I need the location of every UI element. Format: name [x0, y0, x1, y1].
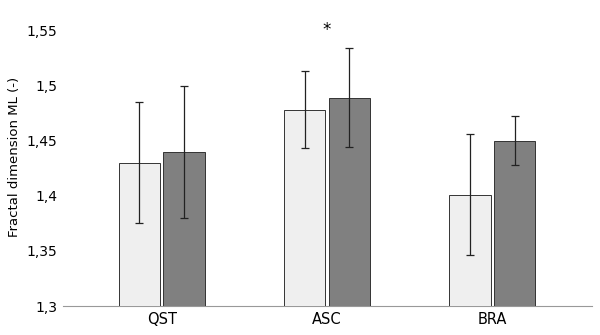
Bar: [163, 152, 205, 306]
Bar: [329, 98, 370, 306]
Y-axis label: Fractal dimension ML (-): Fractal dimension ML (-): [8, 77, 22, 237]
Bar: [494, 141, 535, 306]
Bar: [449, 195, 491, 306]
Bar: [119, 163, 160, 306]
Bar: [284, 110, 325, 306]
Text: *: *: [323, 21, 331, 39]
